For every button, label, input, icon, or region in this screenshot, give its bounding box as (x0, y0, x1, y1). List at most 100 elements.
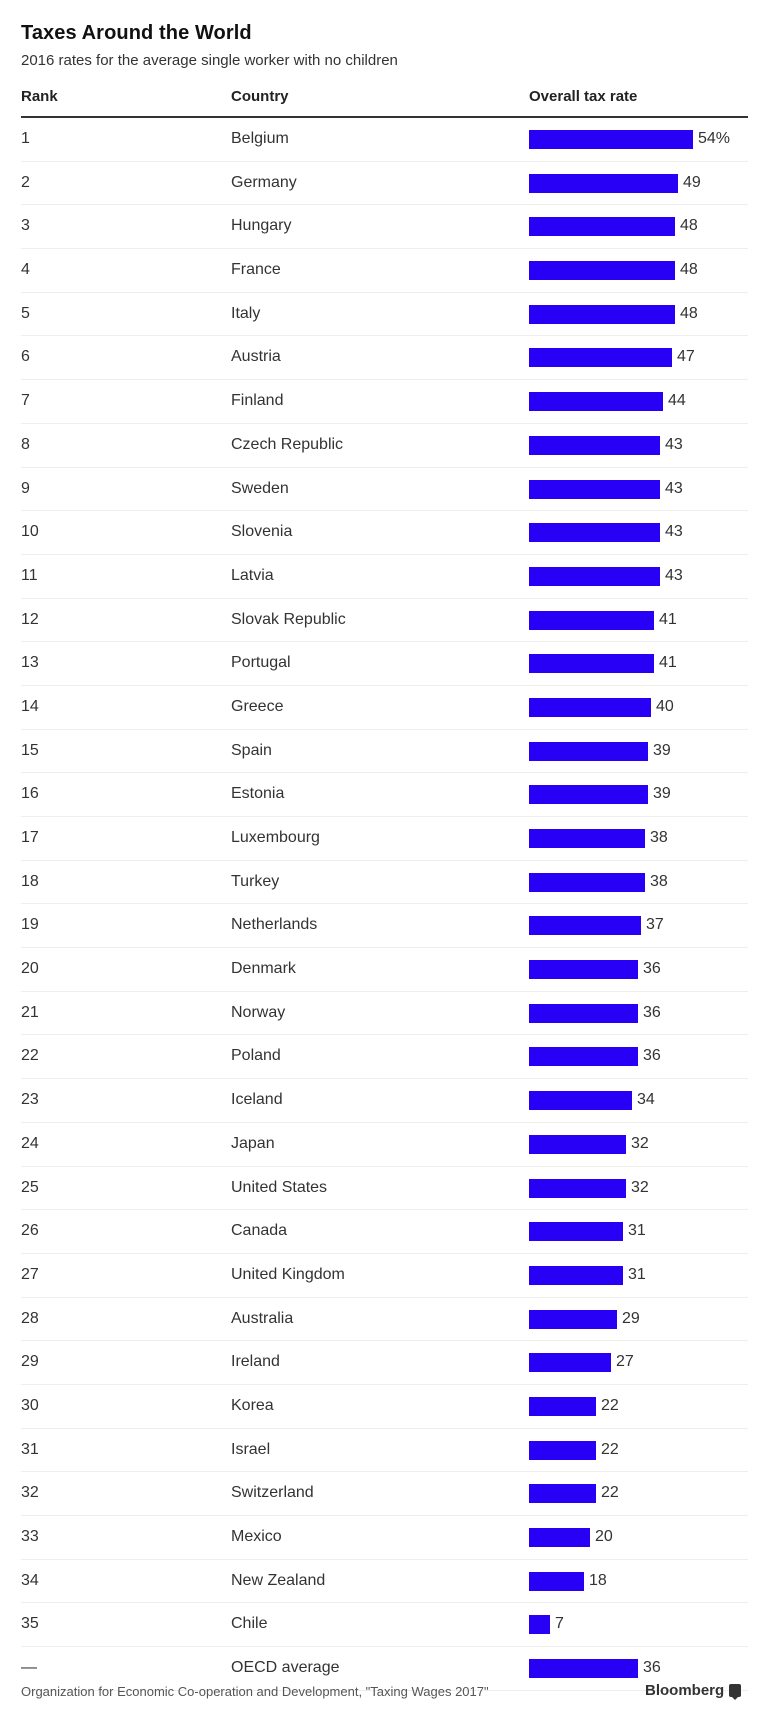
brand-logo: Bloomberg (645, 1682, 742, 1700)
country-cell: Israel (231, 1440, 271, 1458)
rank-cell: 20 (21, 960, 39, 978)
country-cell: Korea (231, 1396, 274, 1414)
country-cell: Switzerland (231, 1484, 314, 1502)
tax-rate-bar (529, 916, 641, 936)
tax-rate-bar (529, 829, 645, 848)
country-cell: Ireland (231, 1353, 280, 1371)
rank-cell: 27 (21, 1265, 39, 1283)
country-cell: Luxembourg (231, 829, 320, 846)
country-cell: Poland (231, 1047, 281, 1065)
table-row: 20 Denmark 36 (21, 948, 748, 992)
table-row: 27 United Kingdom 31 (21, 1254, 748, 1298)
table-row: 1 Belgium 54% (21, 118, 748, 162)
country-cell: Slovenia (231, 523, 293, 541)
rank-cell: 18 (21, 872, 39, 890)
table-row: 31 Israel 22 (21, 1429, 748, 1473)
country-cell: Sweden (231, 479, 289, 497)
rank-cell: 29 (21, 1353, 39, 1371)
table-row: 25 United States 32 (21, 1167, 748, 1211)
country-cell: Hungary (231, 217, 292, 235)
table-row: 11 Latvia 43 (21, 555, 748, 599)
country-cell: Iceland (231, 1091, 283, 1109)
tax-rate-bar (529, 1134, 626, 1154)
rank-cell: 17 (21, 829, 39, 846)
tax-rate-bar (529, 1265, 623, 1285)
table-body: 1 Belgium 54% 2 Germany 49 3 Hungary 48 4 France 48… (21, 118, 748, 1691)
rank-cell: 35 (21, 1615, 39, 1633)
tax-rate-bar (529, 130, 693, 149)
rank-cell: 12 (21, 610, 39, 628)
source-note: Organization for Economic Co-operation a… (21, 1684, 489, 1699)
tax-rate-value: 44 (668, 392, 686, 410)
tax-rate-bar (529, 1440, 596, 1460)
tax-rate-value: 49 (683, 173, 701, 191)
tax-rate-bar (529, 479, 660, 499)
rank-cell: 21 (21, 1003, 39, 1021)
country-cell: Finland (231, 392, 284, 410)
tax-rate-bar (529, 1309, 617, 1329)
country-cell: Slovak Republic (231, 610, 346, 628)
tax-rate-bar (529, 1178, 626, 1198)
tax-rate-bar (529, 1396, 596, 1416)
rank-cell: 26 (21, 1222, 39, 1240)
rank-cell: 6 (21, 348, 30, 366)
rank-cell: 33 (21, 1528, 39, 1545)
rank-cell: 2 (21, 173, 30, 191)
table-row: 30 Korea 22 (21, 1385, 748, 1429)
country-cell: Australia (231, 1309, 294, 1327)
tax-rate-value: 34 (637, 1091, 655, 1109)
table-row: 32 Switzerland 22 (21, 1472, 748, 1516)
tax-rate-bar (529, 1615, 550, 1635)
tax-rate-value: 31 (628, 1222, 646, 1240)
table-row: 19 Netherlands 37 (21, 904, 748, 949)
tax-rate-value: 41 (659, 610, 677, 628)
rank-cell: 5 (21, 304, 30, 322)
country-cell: Norway (231, 1003, 286, 1021)
column-header-country: Country (231, 88, 289, 105)
column-header-rank: Rank (21, 88, 58, 105)
tax-rate-value: 54% (698, 130, 731, 147)
tax-rate-bar (529, 304, 675, 324)
rank-cell: 32 (21, 1484, 39, 1502)
country-cell: Latvia (231, 566, 274, 584)
tax-rate-bar (529, 1659, 638, 1679)
tax-rate-bar (529, 1353, 611, 1373)
table-row: 16 Estonia 39 (21, 773, 748, 817)
rank-cell: 14 (21, 697, 39, 715)
country-cell: Chile (231, 1615, 268, 1633)
table-row: 34 New Zealand 18 (21, 1560, 748, 1604)
tax-rate-bar (529, 610, 654, 630)
table-row: 21 Norway 36 (21, 992, 748, 1036)
rank-cell: 16 (21, 785, 39, 803)
brand-name: Bloomberg (645, 1682, 725, 1699)
tax-rate-bar (529, 392, 663, 412)
chart-subtitle: 2016 rates for the average single worker… (21, 52, 398, 69)
table-row: 3 Hungary 48 (21, 205, 748, 250)
country-cell: France (231, 261, 281, 279)
country-cell: Estonia (231, 785, 285, 803)
tax-rate-value: 36 (643, 1003, 661, 1021)
tax-rate-bar (529, 523, 660, 543)
tax-rate-value: 36 (643, 960, 661, 978)
rank-cell: 3 (21, 217, 30, 235)
rank-cell: 7 (21, 392, 30, 410)
tax-rate-value: 39 (653, 741, 671, 759)
tax-rate-value: 38 (650, 829, 668, 846)
tax-rate-bar (529, 741, 648, 761)
tax-rate-bar (529, 1047, 638, 1067)
tax-rate-value: 32 (631, 1178, 649, 1196)
country-cell: Spain (231, 741, 272, 759)
table-row: 13 Portugal 41 (21, 642, 748, 686)
tax-rate-value: 39 (653, 785, 671, 803)
table-row: 14 Greece 40 (21, 686, 748, 730)
table-row: 28 Australia 29 (21, 1298, 748, 1342)
bloomberg-chat-icon (729, 1684, 742, 1700)
tax-rate-value: 41 (659, 654, 677, 672)
tax-rate-value: 47 (677, 348, 695, 366)
table-row: — OECD average 36 (21, 1647, 748, 1691)
rank-cell: 4 (21, 261, 30, 279)
country-cell: OECD average (231, 1659, 340, 1677)
tax-rate-bar (529, 654, 654, 674)
table-row: 18 Turkey 38 (21, 861, 748, 905)
table-row: 35 Chile 7 (21, 1603, 748, 1648)
